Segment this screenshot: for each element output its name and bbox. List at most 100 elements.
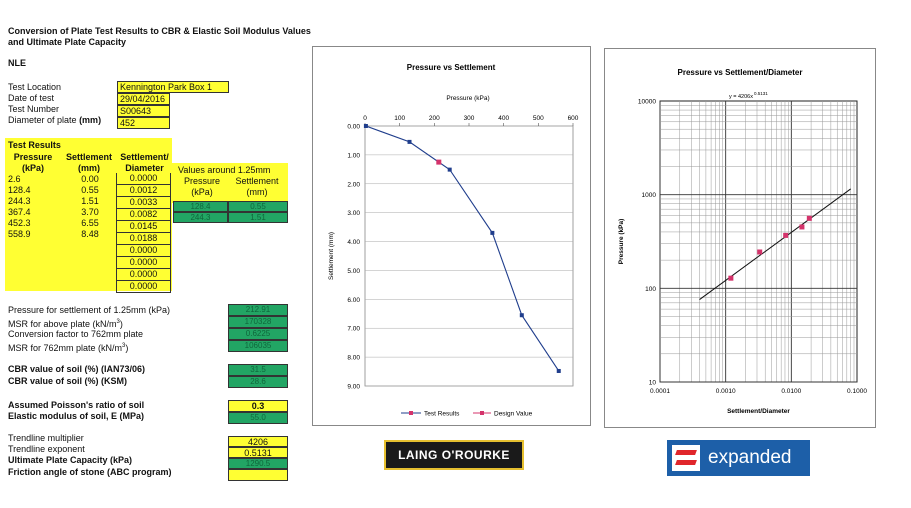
around-settlement-1: 0.55 bbox=[228, 201, 288, 212]
chart1-ytick-label: 1.00 bbox=[347, 152, 360, 159]
table-cell: 0.0082 bbox=[117, 209, 170, 221]
trend-multiplier-label: Trendline multiplier bbox=[8, 433, 84, 443]
chart1-ytick-label: 5.00 bbox=[347, 268, 360, 275]
cbr-value-ksm: 28.6 bbox=[228, 376, 288, 388]
chart1-ytick-label: 6.00 bbox=[347, 297, 360, 304]
chart2-data-point bbox=[757, 249, 763, 255]
chart1-data-point bbox=[519, 313, 524, 318]
page-subtitle: and Ultimate Plate Capacity bbox=[8, 37, 127, 47]
chart2-trendline-label: y = 4206x bbox=[729, 94, 753, 100]
chart2-ytick-label: 100 bbox=[645, 286, 656, 293]
chart1-ytick-label: 4.00 bbox=[347, 239, 360, 246]
table-cell[interactable]: 0.55 bbox=[81, 185, 99, 195]
table-cell: 0.0000 bbox=[117, 173, 170, 185]
chart1-data-point bbox=[556, 368, 561, 373]
label-test-number: Test Number bbox=[8, 104, 60, 114]
chart1-ytick-label: 3.00 bbox=[347, 210, 360, 217]
value-test-number[interactable]: S00643 bbox=[117, 105, 170, 117]
cbr-label-ksm: CBR value of soil (%) (KSM) bbox=[8, 376, 128, 386]
chart1-legend-label-design: Design Value bbox=[494, 411, 533, 418]
calc-value-msr-762: 106035 bbox=[228, 340, 288, 352]
page-title: Conversion of Plate Test Results to CBR … bbox=[8, 26, 311, 36]
table-cell[interactable]: 244.3 bbox=[8, 196, 31, 206]
chart1-ytick-label: 7.00 bbox=[347, 326, 360, 333]
chart1-title: Pressure vs Settlement bbox=[407, 63, 496, 72]
calc-label-msr: MSR for above plate (kN/m3) bbox=[8, 319, 123, 329]
friction-angle-label: Friction angle of stone (ABC program) bbox=[8, 467, 172, 477]
value-plate-diameter[interactable]: 452 bbox=[117, 117, 170, 129]
settlement-column: 0.00 0.55 1.51 3.70 6.55 8.48 bbox=[72, 174, 108, 240]
chart1-ytick-label: 8.00 bbox=[347, 355, 360, 362]
table-cell[interactable]: 0.00 bbox=[81, 174, 99, 184]
chart2-ytick-label: 10000 bbox=[638, 99, 656, 106]
table-cell: 0.0033 bbox=[117, 197, 170, 209]
around-settlement-2: 1.51 bbox=[228, 212, 288, 223]
value-date-of-test[interactable]: 29/04/2016 bbox=[117, 93, 170, 105]
value-test-location[interactable]: Kennington Park Box 1 bbox=[117, 81, 229, 93]
cbr-value-ian: 31.5 bbox=[228, 364, 288, 376]
table-cell[interactable]: 452.3 bbox=[8, 218, 31, 228]
chart1-xtick-label: 600 bbox=[568, 115, 579, 122]
chart2-xlabel: Settlement/Diameter bbox=[727, 408, 790, 415]
table-cell[interactable]: 8.48 bbox=[81, 229, 99, 239]
label-plate-diameter: Diameter of plate (mm) bbox=[8, 115, 102, 125]
chart2-trendline-exponent: 0.5131 bbox=[754, 91, 768, 96]
chart1-svg: Pressure vs Settlement Pressure (kPa) Sett… bbox=[328, 63, 579, 418]
table-cell: 0.0188 bbox=[117, 233, 170, 245]
chart2-xtick-label: 0.0010 bbox=[716, 388, 736, 395]
chart1-xlabel: Pressure (kPa) bbox=[446, 95, 489, 102]
table-cell[interactable]: 367.4 bbox=[8, 207, 31, 217]
chart1-ytick-label: 2.00 bbox=[347, 181, 360, 188]
results-heading: Test Results bbox=[8, 140, 61, 150]
table-cell[interactable]: 2.6 bbox=[8, 174, 21, 184]
pressure-column: 2.6 128.4 244.3 367.4 452.3 558.9 bbox=[8, 174, 58, 240]
chart1-xtick-label: 200 bbox=[429, 115, 440, 122]
chart1-series-line bbox=[365, 125, 560, 372]
table-cell[interactable]: 3.70 bbox=[81, 207, 99, 217]
friction-angle-value[interactable] bbox=[228, 469, 288, 481]
chart2-xtick-label: 0.0100 bbox=[781, 388, 801, 395]
table-cell[interactable]: 6.55 bbox=[81, 218, 99, 228]
cbr-label-ian: CBR value of soil (%) (IAN73/06) bbox=[8, 364, 146, 374]
poisson-label: Assumed Poisson's ratio of soil bbox=[8, 400, 145, 410]
chart2-xtick-label: 0.0001 bbox=[650, 388, 670, 395]
chart2-title: Pressure vs Settlement/Diameter bbox=[678, 68, 803, 77]
chart2-ytick-label: 10 bbox=[649, 380, 657, 387]
results-panel bbox=[5, 138, 172, 291]
label-date-of-test: Date of test bbox=[8, 93, 55, 103]
calc-label-msr-762: MSR for 762mm plate (kN/m3) bbox=[8, 343, 129, 353]
laing-orourke-logo: LAING O'ROURKE bbox=[384, 440, 524, 470]
ultimate-capacity-value: 1290.5 bbox=[228, 458, 288, 469]
elastic-label: Elastic modulus of soil, E (MPa) bbox=[8, 411, 145, 421]
table-cell[interactable]: 1.51 bbox=[81, 196, 99, 206]
trend-multiplier-value[interactable]: 4206 bbox=[228, 436, 288, 447]
chart1-xtick-label: 0 bbox=[363, 115, 367, 122]
chart2-xtick-label: 0.1000 bbox=[847, 388, 867, 395]
chart1-ytick-label: 9.00 bbox=[347, 384, 360, 391]
calc-value-pressure-125: 212.91 bbox=[228, 304, 288, 316]
chart1-legend-marker-test bbox=[409, 411, 413, 415]
col-ratio-header: Settlement/Diameter bbox=[120, 152, 169, 173]
col-settlement-header: Settlement (mm) bbox=[65, 152, 112, 173]
around-panel bbox=[172, 163, 288, 203]
chart2-data-point bbox=[728, 275, 734, 281]
chart1-plot-area bbox=[364, 125, 574, 387]
chart2-plot-area bbox=[659, 100, 858, 383]
chart1-data-point bbox=[490, 230, 495, 235]
chart-pressure-vs-settlement-diameter: Pressure vs Settlement/Diameter Settlemen… bbox=[604, 48, 876, 428]
ultimate-capacity-label: Ultimate Plate Capacity (kPa) bbox=[8, 455, 133, 465]
elastic-value: 55.0 bbox=[228, 412, 288, 424]
chart1-data-point bbox=[363, 124, 368, 128]
poisson-value[interactable]: 0.3 bbox=[228, 400, 288, 412]
around-heading: Values around 1.25mm bbox=[178, 165, 271, 175]
table-cell: 0.0000 bbox=[117, 269, 170, 281]
table-cell[interactable]: 558.9 bbox=[8, 229, 31, 239]
table-cell[interactable]: 128.4 bbox=[8, 185, 31, 195]
chart1-data-point bbox=[407, 139, 412, 144]
chart1-xtick-label: 400 bbox=[498, 115, 509, 122]
chart1-legend-marker-design bbox=[480, 411, 484, 415]
calc-value-conversion: 0.6225 bbox=[228, 328, 288, 340]
trend-exponent-value[interactable]: 0.5131 bbox=[228, 447, 288, 458]
table-cell: 0.0145 bbox=[117, 221, 170, 233]
calc-label-pressure-125: Pressure for settlement of 1.25mm (kPa) bbox=[8, 305, 171, 315]
